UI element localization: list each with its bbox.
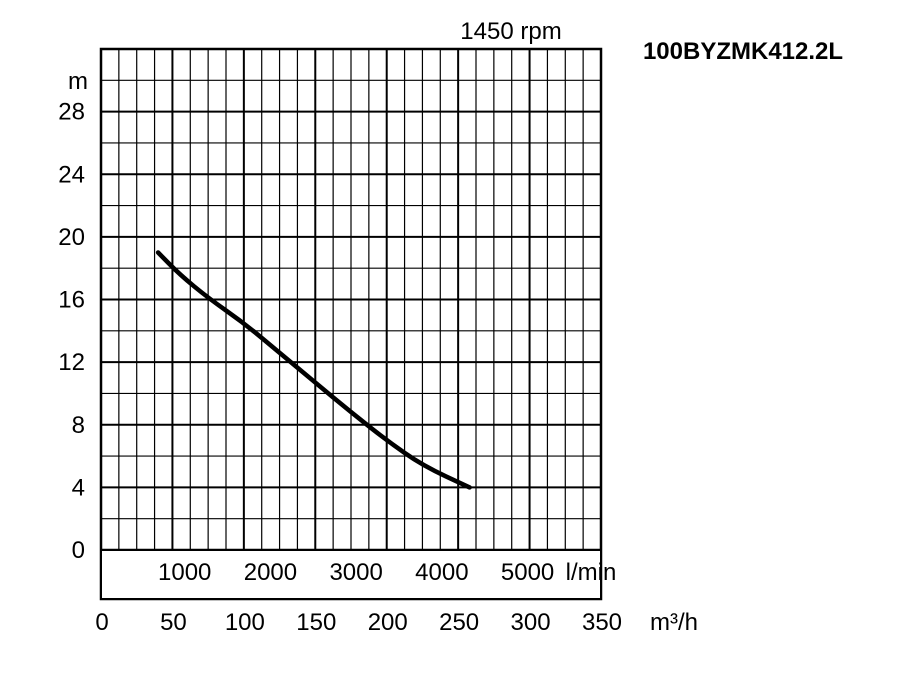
- x2-tick-label: 3000: [329, 559, 382, 586]
- y-tick-label: 12: [58, 349, 85, 376]
- series-line: [155, 250, 472, 490]
- x2-tick-label: 1000: [158, 559, 211, 586]
- x2-tick-labels: 1000 2000 3000 4000 5000: [158, 559, 554, 586]
- secondary-axis-band: [102, 551, 600, 598]
- x-tick-label: 50: [160, 609, 187, 636]
- chart-subtitle: 1450 rpm: [460, 18, 561, 45]
- x-tick-labels: 0 50 100 150 200 250 300 350: [95, 609, 622, 636]
- x-tick-label: 150: [296, 609, 336, 636]
- x2-tick-label: 4000: [415, 559, 468, 586]
- y-tick-label: 24: [58, 161, 85, 188]
- x-tick-label: 100: [225, 609, 265, 636]
- y-axis-label: m: [68, 68, 88, 95]
- y-tick-label: 4: [72, 474, 85, 501]
- x-tick-label: 250: [439, 609, 479, 636]
- y-tick-label: 20: [58, 224, 85, 251]
- x-axis-label: m³/h: [650, 609, 698, 636]
- chart-title: 100BYZMK412.2L: [643, 38, 843, 65]
- x-tick-label: 0: [95, 609, 108, 636]
- y-tick-label: 0: [72, 537, 85, 564]
- x2-axis-label: l/min: [566, 559, 617, 586]
- plot-frame: [99, 47, 603, 601]
- x2-tick-label: 5000: [501, 559, 554, 586]
- y-tick-label: 8: [72, 412, 85, 439]
- x-tick-label: 300: [511, 609, 551, 636]
- y-tick-label: 16: [58, 287, 85, 314]
- y-tick-label: 28: [58, 99, 85, 126]
- x-tick-label: 200: [368, 609, 408, 636]
- y-tick-labels: 0 4 8 12 16 20 24 28: [58, 99, 85, 564]
- x-tick-label: 350: [582, 609, 622, 636]
- series-group: [155, 250, 472, 490]
- x2-tick-label: 2000: [244, 559, 297, 586]
